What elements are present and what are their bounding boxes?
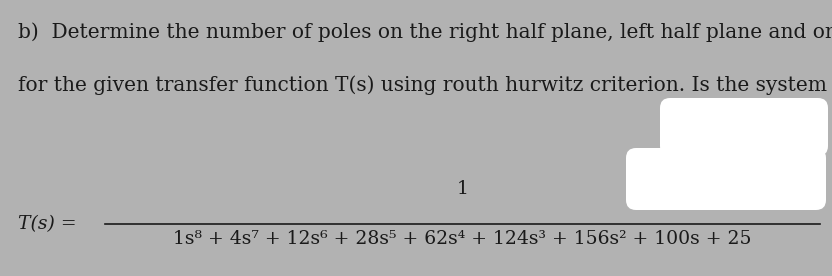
Text: for the given transfer function T(s) using routh hurwitz criterion. Is the syste: for the given transfer function T(s) usi… bbox=[18, 75, 832, 95]
FancyBboxPatch shape bbox=[626, 148, 826, 210]
Text: 1s⁸ + 4s⁷ + 12s⁶ + 28s⁵ + 62s⁴ + 124s³ + 156s² + 100s + 25: 1s⁸ + 4s⁷ + 12s⁶ + 28s⁵ + 62s⁴ + 124s³ +… bbox=[173, 230, 752, 248]
FancyBboxPatch shape bbox=[660, 98, 828, 156]
Text: 1: 1 bbox=[457, 180, 468, 198]
Text: T(s) =: T(s) = bbox=[18, 215, 82, 233]
Text: b)  Determine the number of poles on the right half plane, left half plane and o: b) Determine the number of poles on the … bbox=[18, 22, 832, 42]
